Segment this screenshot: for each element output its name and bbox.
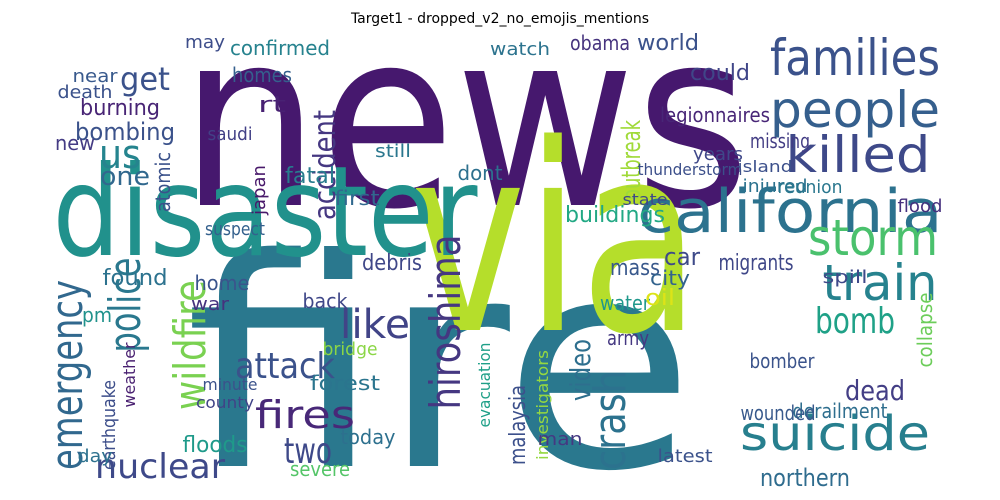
word: still [375, 141, 411, 162]
word: dead [845, 374, 905, 407]
word: latest [658, 446, 713, 467]
word: could [690, 61, 750, 86]
word: video [564, 339, 597, 401]
word: back [303, 289, 348, 313]
word: thunderstorm [638, 160, 743, 179]
word: outbreak [617, 120, 647, 200]
word: like [340, 302, 410, 348]
word: state [623, 190, 668, 209]
word: attack [235, 346, 335, 387]
word: weather [120, 342, 139, 407]
word: confirmed [230, 36, 330, 60]
word: minute [203, 375, 258, 394]
word: injured [743, 176, 808, 197]
word: saudi [208, 124, 253, 145]
word: fatal [285, 164, 335, 189]
word: death [58, 82, 113, 103]
word: home [195, 271, 250, 295]
word: pm [82, 303, 112, 327]
word: via [410, 90, 700, 392]
word: fires [255, 393, 355, 437]
word: crash [585, 370, 636, 470]
word: war [191, 294, 230, 315]
word: spill [823, 267, 868, 288]
word: malaysia [506, 385, 531, 465]
word: wounded [741, 401, 816, 425]
word: japan [249, 165, 270, 216]
word: nuclear [95, 447, 225, 487]
word: families [770, 29, 940, 87]
word: homes [232, 63, 292, 87]
word: day [78, 446, 113, 467]
word: killed [786, 126, 931, 184]
word: wildfire [165, 280, 216, 410]
word: obama [570, 31, 630, 55]
word: hiroshima [421, 235, 470, 410]
word: northern [760, 464, 850, 492]
word: man [538, 429, 583, 450]
word: new [55, 131, 95, 155]
word: train [823, 254, 938, 312]
word: island [738, 157, 793, 176]
word: us [99, 132, 141, 178]
word: storm [808, 209, 938, 267]
word: buildings [565, 203, 665, 228]
word: car [664, 243, 700, 271]
word: emergency [42, 280, 93, 470]
word: police [100, 258, 151, 353]
word: get [120, 60, 170, 98]
word: rt [258, 93, 287, 118]
word: water [600, 291, 651, 315]
word: years [693, 144, 743, 165]
word: bridge [323, 339, 378, 360]
word: severe [290, 457, 350, 481]
word: legionnaires [660, 103, 770, 127]
word: derailment [793, 399, 888, 423]
word: army [607, 326, 649, 350]
word: bomb [815, 301, 895, 342]
word: earthquake [99, 380, 120, 470]
cloud-area [50, 35, 950, 485]
word: county [196, 393, 254, 412]
word: found [103, 266, 168, 291]
word: floods [183, 433, 248, 458]
word: two [284, 431, 332, 472]
word: investigators [533, 350, 552, 460]
word: accident [308, 110, 343, 220]
word: mass [610, 256, 660, 281]
word: first [335, 186, 380, 210]
word: suspect [205, 219, 265, 240]
word: bombing [75, 118, 175, 146]
word: disaster [53, 140, 479, 285]
word: suicide [740, 406, 930, 462]
word: city [650, 266, 690, 290]
word: evacuation [475, 343, 494, 428]
word: watch [490, 39, 550, 60]
chart-title: Target1 - dropped_v2_no_emojis_mentions [350, 11, 649, 27]
word: bomber [750, 349, 816, 373]
word: flood [898, 196, 943, 217]
word: oil [645, 286, 675, 311]
word: missing [750, 129, 810, 153]
word: news [180, 0, 750, 263]
word: california [638, 177, 943, 247]
word: may [185, 32, 225, 53]
word: today [341, 425, 396, 449]
word: atomic [151, 152, 175, 212]
word: forest [310, 371, 380, 395]
word: collapse [913, 293, 937, 368]
word: burning [80, 96, 160, 121]
word: people [770, 81, 940, 139]
word: world [637, 31, 699, 56]
word: one [100, 162, 150, 192]
word: migrants [719, 251, 794, 276]
word: debris [362, 251, 422, 276]
word: near [73, 66, 119, 87]
word: fire [185, 198, 695, 500]
word: dont [458, 161, 503, 185]
word: reunion [778, 177, 843, 198]
